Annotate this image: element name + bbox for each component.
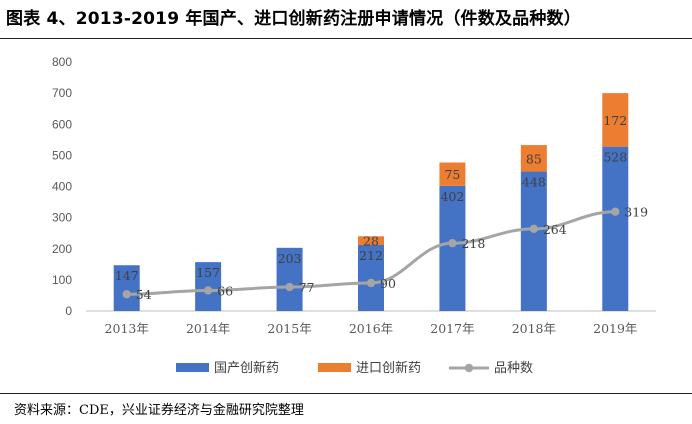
bar-domestic bbox=[113, 265, 140, 311]
y-tick-label: 100 bbox=[52, 273, 72, 287]
data-label-domestic: 448 bbox=[522, 175, 546, 190]
y-tick-label: 0 bbox=[65, 304, 72, 318]
bar-series bbox=[113, 93, 629, 311]
x-tick-label: 2013年 bbox=[105, 321, 149, 336]
bar-domestic bbox=[439, 185, 466, 311]
data-label-domestic: 528 bbox=[603, 150, 627, 165]
point-varieties bbox=[285, 282, 294, 292]
x-tick-label: 2014年 bbox=[186, 321, 230, 336]
data-label-varieties: 77 bbox=[299, 280, 315, 295]
line-series bbox=[122, 207, 620, 299]
point-varieties bbox=[448, 238, 457, 248]
bar-domestic bbox=[520, 171, 547, 311]
y-tick-label: 500 bbox=[52, 148, 72, 162]
bar-imported bbox=[439, 162, 466, 186]
legend-label-domestic: 国产创新药 bbox=[214, 360, 279, 376]
data-label-imported: 172 bbox=[603, 113, 627, 128]
point-varieties bbox=[203, 286, 213, 295]
bar-imported bbox=[358, 236, 384, 246]
x-axis: 2013年 2014年 2015年 2016年 2017年 2018年 2019年 bbox=[86, 310, 656, 336]
data-label-varieties: 54 bbox=[136, 287, 152, 302]
y-tick-label: 700 bbox=[52, 86, 72, 100]
source-rule bbox=[0, 393, 692, 394]
bar-imported bbox=[520, 145, 547, 172]
data-label-domestic: 203 bbox=[278, 251, 302, 266]
legend-swatch-imported bbox=[318, 363, 351, 372]
data-label-varieties: 66 bbox=[217, 283, 233, 298]
data-label-domestic: 402 bbox=[440, 189, 464, 204]
bar-imported bbox=[602, 93, 629, 147]
y-tick-label: 300 bbox=[52, 211, 72, 225]
y-tick-label: 800 bbox=[52, 55, 72, 69]
bar-domestic bbox=[276, 247, 303, 311]
data-label-varieties: 90 bbox=[380, 276, 396, 291]
title-rule bbox=[0, 38, 692, 39]
y-tick-label: 600 bbox=[52, 117, 72, 131]
data-label-domestic: 212 bbox=[359, 248, 383, 263]
x-tick-label: 2017年 bbox=[430, 321, 474, 336]
source-note: 资料来源：CDE，兴业证券经济与金融研究院整理 bbox=[14, 403, 304, 418]
y-tick-label: 400 bbox=[52, 180, 72, 194]
point-varieties bbox=[122, 289, 131, 299]
data-label-domestic: 147 bbox=[115, 268, 139, 283]
data-label-domestic: 157 bbox=[196, 265, 220, 280]
y-tick-label: 200 bbox=[52, 242, 72, 256]
point-varieties bbox=[611, 207, 620, 216]
data-label-varieties: 319 bbox=[624, 205, 648, 220]
data-label-imported: 75 bbox=[444, 167, 460, 182]
x-tick-label: 2018年 bbox=[512, 321, 556, 336]
legend: 国产创新药 进口创新药 品种数 bbox=[176, 360, 533, 376]
data-label-varieties: 218 bbox=[461, 236, 485, 251]
x-tick-label: 2016年 bbox=[349, 321, 393, 336]
data-label-imported: 85 bbox=[526, 151, 542, 166]
point-varieties bbox=[366, 278, 376, 288]
data-label-imported: 28 bbox=[363, 234, 379, 249]
x-tick-label: 2019年 bbox=[593, 321, 637, 336]
x-tick-label: 2015年 bbox=[267, 321, 311, 336]
data-label-varieties: 264 bbox=[543, 222, 567, 237]
legend-marker-varieties bbox=[464, 363, 474, 373]
figure-title: 图表 4、2013-2019 年国产、进口创新药注册申请情况（件数及品种数） bbox=[6, 9, 581, 29]
bar-domestic bbox=[602, 146, 629, 311]
y-axis: 0 100 200 300 400 500 600 700 800 bbox=[52, 55, 72, 318]
point-varieties bbox=[529, 224, 539, 234]
legend-label-varieties: 品种数 bbox=[494, 361, 533, 376]
bar-domestic bbox=[358, 245, 384, 311]
legend-label-imported: 进口创新药 bbox=[356, 360, 421, 376]
legend-swatch-domestic bbox=[176, 363, 209, 372]
